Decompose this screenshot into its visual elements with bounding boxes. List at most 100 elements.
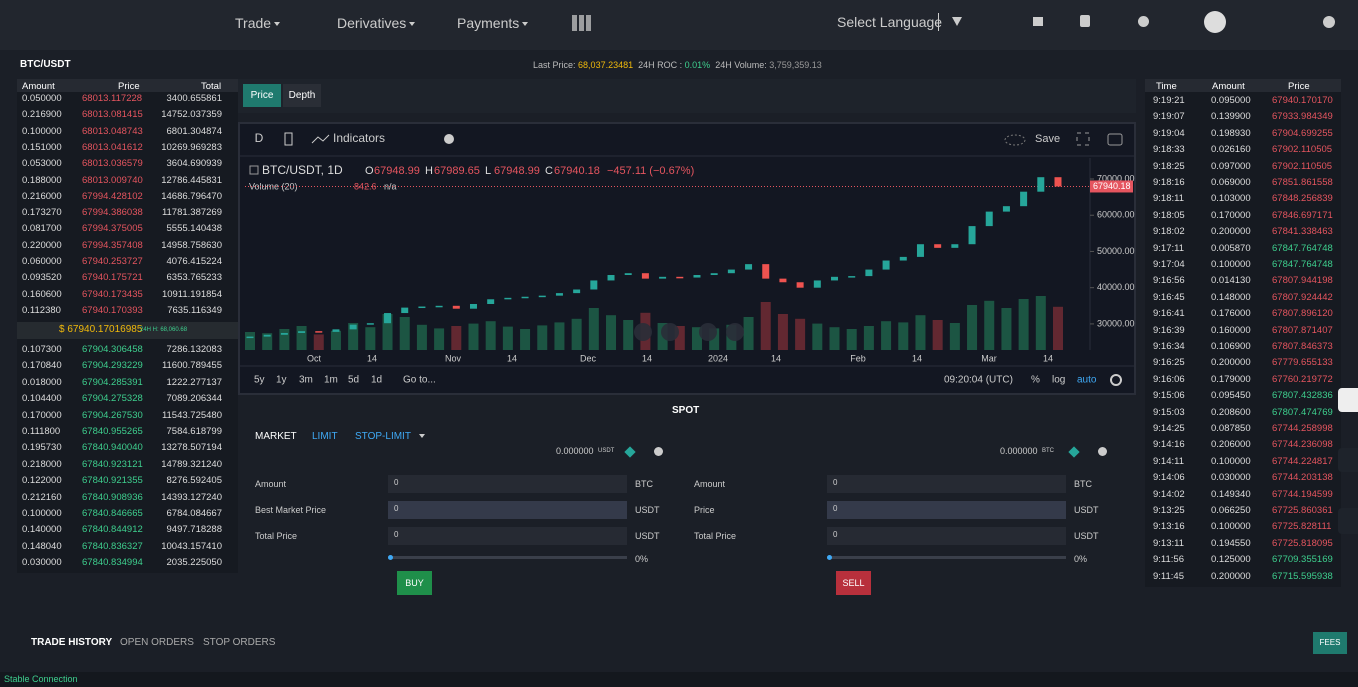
ob-price[interactable]: 68013.009740 <box>82 174 143 186</box>
settings-icon[interactable] <box>1138 16 1149 27</box>
share-button[interactable] <box>1338 388 1358 412</box>
candle[interactable] <box>401 307 409 314</box>
help-icon[interactable] <box>1323 16 1335 28</box>
candle[interactable] <box>418 306 426 309</box>
dropdown-icon[interactable] <box>419 434 425 438</box>
candle[interactable] <box>865 269 873 277</box>
candle[interactable] <box>676 276 684 279</box>
candle-type-icon[interactable] <box>284 132 293 146</box>
field-input[interactable]: 0 <box>827 475 1066 493</box>
candle[interactable] <box>968 226 976 245</box>
submit-button[interactable]: SELL <box>836 571 871 595</box>
slider-track[interactable] <box>388 556 627 559</box>
candle[interactable] <box>590 280 598 290</box>
ob-price[interactable]: 67840.955265 <box>82 426 143 437</box>
ob-price[interactable]: 67994.375005 <box>82 223 143 235</box>
apps-icon[interactable] <box>572 15 592 31</box>
dropdown-icon[interactable] <box>952 17 962 26</box>
snapshot-icon[interactable] <box>1107 133 1123 146</box>
candle[interactable] <box>659 276 667 279</box>
candle[interactable] <box>934 244 942 248</box>
range-button[interactable]: 1m <box>324 375 338 386</box>
chart-nav-button[interactable] <box>699 323 717 341</box>
nav-item[interactable]: Trade <box>235 15 281 31</box>
candle[interactable] <box>848 276 856 278</box>
candle[interactable] <box>1037 177 1045 192</box>
chart-nav-button[interactable] <box>726 323 744 341</box>
goto-button[interactable]: Go to... <box>403 375 436 386</box>
candle[interactable] <box>366 323 374 325</box>
candle[interactable] <box>813 280 821 288</box>
ob-price[interactable]: 67840.836327 <box>82 540 143 552</box>
chart-nav-button[interactable] <box>634 323 652 341</box>
candle[interactable] <box>607 275 615 281</box>
candle[interactable] <box>332 329 340 332</box>
candle[interactable] <box>349 324 357 330</box>
range-button[interactable]: 1d <box>371 375 382 386</box>
slider-handle[interactable] <box>827 555 832 560</box>
ob-price[interactable]: 68013.048743 <box>82 125 143 137</box>
ob-price[interactable]: 67904.306458 <box>82 344 143 355</box>
info-icon[interactable] <box>444 134 454 144</box>
candle[interactable] <box>280 332 288 335</box>
candle[interactable] <box>521 296 529 299</box>
indicators-icon[interactable] <box>311 134 330 144</box>
info-icon[interactable] <box>654 447 663 456</box>
candle[interactable] <box>624 273 632 276</box>
lock-icon[interactable] <box>1080 15 1090 27</box>
ob-price[interactable]: 68013.036579 <box>82 158 143 170</box>
candle[interactable] <box>779 278 787 283</box>
nav-item[interactable]: Derivatives <box>337 15 416 31</box>
submit-button[interactable]: BUY <box>397 571 432 595</box>
ob-price[interactable]: 67994.386038 <box>82 207 143 219</box>
ob-price[interactable]: 67940.173435 <box>82 288 143 300</box>
fees-button[interactable]: FEES <box>1313 632 1347 654</box>
nav-item[interactable]: Payments <box>457 15 529 31</box>
range-button[interactable]: 5d <box>348 375 359 386</box>
range-button[interactable]: 3m <box>299 375 313 386</box>
bottom-tab[interactable]: OPEN ORDERS <box>120 637 194 648</box>
ob-price[interactable]: 68013.117228 <box>82 93 143 104</box>
interval-button[interactable]: D <box>255 131 264 145</box>
candle[interactable] <box>1054 177 1062 187</box>
candle[interactable] <box>315 331 323 333</box>
ob-price[interactable]: 67840.940040 <box>82 442 143 454</box>
ob-price[interactable]: 67840.923121 <box>82 458 143 470</box>
ob-price[interactable]: 67840.844912 <box>82 524 143 536</box>
ob-price[interactable]: 67940.175721 <box>82 272 143 284</box>
candle[interactable] <box>298 331 306 333</box>
ob-price[interactable]: 67904.293229 <box>82 360 143 372</box>
candle[interactable] <box>727 269 735 274</box>
candle[interactable] <box>555 293 563 296</box>
candle[interactable] <box>384 313 392 324</box>
candle[interactable] <box>899 256 907 261</box>
ob-price[interactable]: 67904.285391 <box>82 376 143 388</box>
ob-price[interactable]: 67940.170393 <box>82 304 143 316</box>
ob-price[interactable]: 67840.834994 <box>82 557 143 569</box>
slider-track[interactable] <box>827 556 1066 559</box>
candle[interactable] <box>641 273 649 279</box>
candle[interactable] <box>504 297 512 300</box>
field-input[interactable]: 0 <box>388 475 627 493</box>
form-tab[interactable]: LIMIT <box>312 431 338 442</box>
ob-price[interactable]: 67904.275328 <box>82 393 143 405</box>
ob-price[interactable]: 67904.267530 <box>82 409 143 421</box>
widget-button[interactable] <box>1338 508 1358 534</box>
info-icon[interactable] <box>1098 447 1107 456</box>
ob-price[interactable]: 67840.921355 <box>82 475 143 487</box>
avatar[interactable] <box>1204 11 1226 33</box>
field-input[interactable]: 0 <box>388 527 627 545</box>
candle[interactable] <box>263 334 271 337</box>
slider-handle[interactable] <box>388 555 393 560</box>
ob-price[interactable]: 68013.041612 <box>82 141 143 153</box>
range-button[interactable]: 1y <box>276 375 287 386</box>
chat-button[interactable] <box>1338 448 1358 472</box>
candle[interactable] <box>469 303 477 309</box>
candle[interactable] <box>435 305 443 308</box>
ob-price[interactable]: 67994.357408 <box>82 239 143 251</box>
candle[interactable] <box>745 264 753 270</box>
candle[interactable] <box>693 275 701 278</box>
candle[interactable] <box>246 336 254 339</box>
ob-price[interactable]: 67994.428102 <box>82 190 143 202</box>
ob-price[interactable]: 67940.253727 <box>82 256 143 267</box>
